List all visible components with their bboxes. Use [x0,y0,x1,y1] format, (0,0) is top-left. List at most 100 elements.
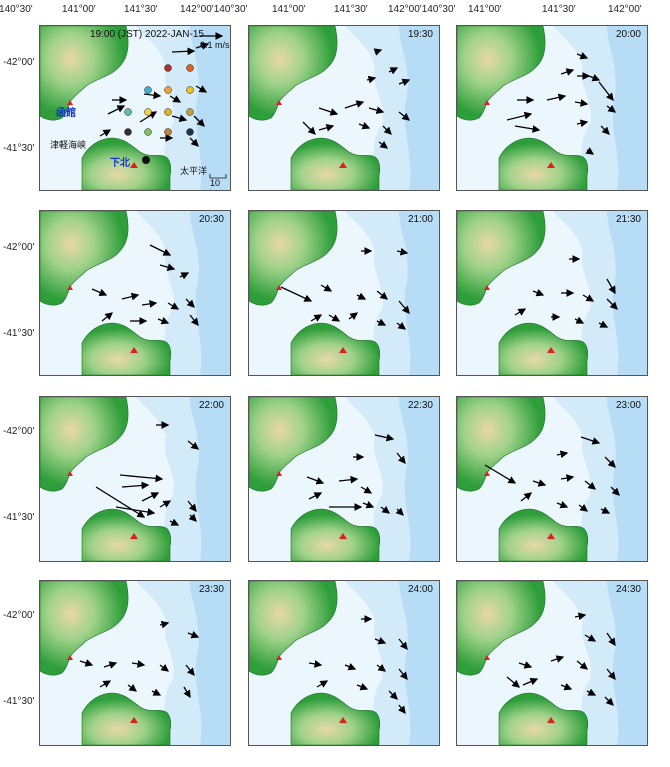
current-vector-arrow [121,481,150,490]
map-svg [249,581,439,745]
panel-time-label: 22:30 [407,400,433,411]
current-vector-arrow [604,456,616,468]
hokkaido-land [40,26,129,121]
hokkaido-land [249,211,338,306]
longitude-tick-label: 140°30' [0,4,33,15]
map-panel: 21:30 [456,210,648,376]
current-vector-arrow [585,147,595,155]
hokkaido-land [457,397,546,492]
current-vector-arrow [141,492,160,502]
current-vector-arrow [348,312,359,321]
current-vector-arrow [576,119,589,128]
current-vector-arrow [328,314,341,322]
map-svg [457,581,647,745]
current-vector-arrow [578,503,589,512]
current-vector-arrow [169,518,180,526]
current-vector-arrow [189,137,199,147]
current-vector-arrow [396,247,409,256]
current-vector-arrow [604,696,614,706]
map-panel: 20:30 [39,210,231,376]
station-dot [186,64,194,72]
current-vector-arrow [584,480,597,490]
map-svg [457,26,647,190]
map-svg [457,397,647,561]
station-dot [142,156,150,164]
shimokita-land [498,692,589,745]
place-label-pacific: 太平洋 [180,166,208,176]
current-vector-arrow [598,320,609,328]
map-svg [457,211,647,375]
shimokita-land [290,692,381,745]
current-vector-arrow [179,272,190,280]
current-vector-arrow [308,492,323,500]
station-dot [164,128,172,136]
shimokita-station-marker [339,162,347,168]
current-vector-arrow [550,655,565,663]
hokkaido-land [40,581,129,676]
place-label-tsugaru-strait: 津軽海峡 [50,140,87,150]
current-vector-arrow [149,244,172,256]
current-vector-arrow [171,47,196,56]
hokkaido-land [249,26,338,121]
current-vector-arrow [344,100,365,109]
latitude-tick-label: -42°00' [3,426,35,437]
latitude-tick-label: -42°00' [3,610,35,621]
current-vector-arrow [506,676,520,688]
current-vector-arrow [159,500,172,508]
current-vector-arrow [560,682,573,691]
current-vector-arrow [398,78,411,87]
current-vector-arrow [397,704,406,715]
current-vector-arrow [396,321,407,330]
shimokita-land [498,322,589,375]
shimokita-land [81,322,172,375]
sea-deep [399,26,439,190]
shimokita-station-marker [130,533,138,539]
station-dot [144,128,152,136]
current-vector-arrow [119,474,164,483]
current-vector-arrow [600,125,610,135]
shimokita-station-marker [130,162,138,168]
current-vector-arrow [398,111,411,121]
hokkaido-land [40,397,129,492]
current-vector-arrow [574,612,587,621]
panel-time-label: 20:00 [615,29,641,40]
current-vector-arrow [318,124,335,132]
distance-scale-label: 10 km [210,178,222,190]
current-vector-arrow [302,121,316,135]
latitude-tick-label: -41°30' [3,143,35,154]
longitude-tick-label: 141°00' [62,4,96,15]
station-dot [164,108,172,116]
shimokita-land [81,137,172,190]
current-vector-arrow [189,314,199,327]
current-vector-arrow [193,115,205,127]
longitude-tick-label: 141°30' [542,4,576,15]
current-vector-arrow [382,125,392,135]
station-dot [186,86,194,94]
current-vector-arrow [151,688,162,696]
hokkaido-land [249,397,338,492]
current-vector-arrow [157,316,170,325]
current-vector-arrow [167,302,180,310]
current-vector-arrow [320,284,333,292]
current-vector-arrow [362,500,375,509]
current-vector-arrow [344,662,357,671]
current-vector-arrow [588,73,601,82]
station-dot [186,108,194,116]
hakodate-station-marker [67,471,73,476]
current-vector-arrow [310,314,323,322]
velocity-scale-label: 0.1 m/s [200,40,230,50]
current-vector-arrow [560,474,575,482]
shimokita-land [290,137,381,190]
current-vector-arrow [183,686,191,699]
panel-time-label: 24:00 [407,584,433,595]
current-vector-arrow [506,111,533,121]
sea-deep [399,397,439,561]
current-vector-arrow [556,500,569,509]
longitude-tick-label: 141°30' [124,4,158,15]
current-vector-arrow [185,664,195,677]
current-vector-arrow [360,486,373,494]
latitude-tick-label: -42°00' [3,57,35,68]
station-dot [144,86,152,94]
hokkaido-land [457,581,546,676]
latitude-tick-label: -41°30' [3,696,35,707]
